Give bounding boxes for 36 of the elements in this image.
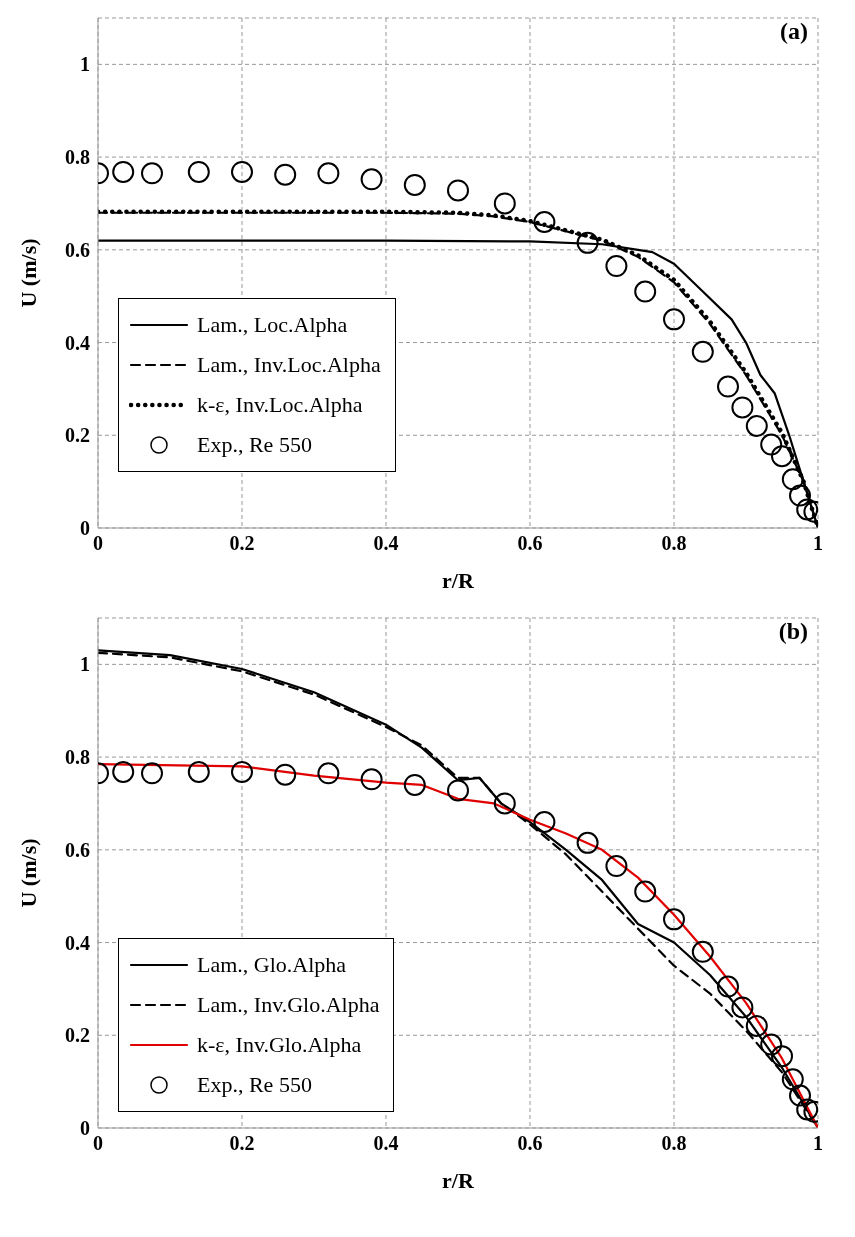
x-tick-label: 1: [813, 532, 823, 555]
y-tick-label: 1: [80, 53, 90, 76]
y-tick-label: 0.6: [65, 238, 90, 261]
y-axis-title: U (m/s): [15, 838, 41, 908]
y-tick-label: 0.8: [65, 746, 90, 769]
annotation: (a): [780, 18, 808, 45]
y-axis-title: U (m/s): [15, 238, 41, 308]
x-axis-title: r/R: [442, 1168, 475, 1193]
y-tick-label: 0.4: [65, 931, 90, 954]
legend-label: Lam., Loc.Alpha: [197, 311, 348, 339]
y-tick-label: 0.8: [65, 146, 90, 169]
x-tick-label: 0.6: [517, 1132, 543, 1155]
legend-label: k-ε, Inv.Glo.Alpha: [197, 1031, 362, 1059]
legend-label: k-ε, Inv.Loc.Alpha: [197, 391, 363, 419]
legend-label: Lam., Inv.Loc.Alpha: [197, 351, 381, 379]
x-tick-label: 0.8: [661, 1132, 687, 1155]
x-tick-label: 0.8: [661, 532, 687, 555]
y-tick-label: 0: [80, 517, 90, 540]
legend-label: Exp., Re 550: [197, 431, 312, 459]
annotation: (b): [778, 618, 808, 645]
y-tick-label: 0.6: [65, 838, 90, 861]
x-tick-label: 1: [813, 1132, 823, 1155]
legend-label: Lam., Inv.Glo.Alpha: [197, 991, 380, 1019]
y-tick-label: 0.2: [65, 424, 90, 447]
x-tick-label: 0.4: [373, 532, 399, 555]
legend-label: Lam., Glo.Alpha: [197, 951, 347, 979]
y-tick-label: 0.4: [65, 331, 90, 354]
y-tick-label: 0: [80, 1117, 90, 1140]
x-tick-label: 0.6: [517, 532, 543, 555]
y-tick-label: 1: [80, 653, 90, 676]
legend-label: Exp., Re 550: [197, 1071, 312, 1099]
x-tick-label: 0.2: [229, 532, 255, 555]
y-tick-label: 0.2: [65, 1024, 90, 1047]
x-tick-label: 0.4: [373, 1132, 399, 1155]
x-tick-label: 0.2: [229, 1132, 255, 1155]
x-axis-title: r/R: [442, 568, 475, 593]
